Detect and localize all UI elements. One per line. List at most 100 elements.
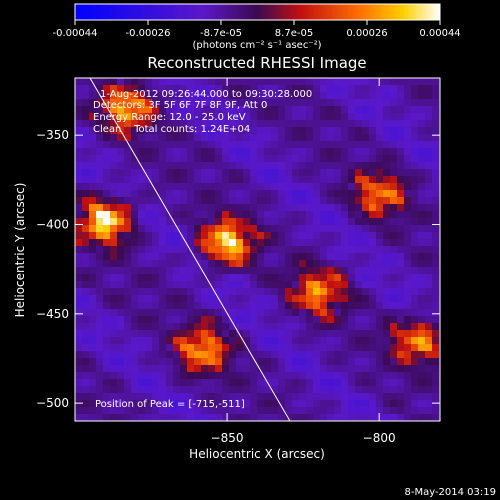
heatmap-cell xyxy=(145,330,152,337)
heatmap-cell xyxy=(131,246,138,253)
heatmap-cell xyxy=(320,316,327,323)
heatmap-cell xyxy=(404,78,411,85)
heatmap-cell xyxy=(397,148,404,155)
heatmap-cell xyxy=(320,225,327,232)
heatmap-cell xyxy=(362,337,369,344)
heatmap-cell xyxy=(369,190,376,197)
heatmap-cell xyxy=(201,281,208,288)
heatmap-cell xyxy=(362,253,369,260)
heatmap-cell xyxy=(404,232,411,239)
heatmap-cell xyxy=(299,204,306,211)
heatmap-cell xyxy=(285,253,292,260)
heatmap-cell xyxy=(257,274,264,281)
heatmap-cell xyxy=(313,204,320,211)
heatmap-cell xyxy=(348,295,355,302)
heatmap-cell xyxy=(278,386,285,393)
heatmap-cell xyxy=(355,267,362,274)
heatmap-cell xyxy=(264,302,271,309)
heatmap-cell xyxy=(201,295,208,302)
heatmap-cell xyxy=(159,379,166,386)
heatmap-cell xyxy=(124,400,131,407)
heatmap-cell xyxy=(159,169,166,176)
heatmap-cell xyxy=(138,393,145,400)
heatmap-cell xyxy=(201,393,208,400)
heatmap-cell xyxy=(334,211,341,218)
heatmap-cell xyxy=(166,99,173,106)
heatmap-cell xyxy=(75,120,82,127)
heatmap-cell xyxy=(138,92,145,99)
heatmap-cell xyxy=(208,197,215,204)
heatmap-cell xyxy=(432,365,439,372)
heatmap-cell xyxy=(201,372,208,379)
heatmap-cell xyxy=(376,169,383,176)
heatmap-cell xyxy=(215,386,222,393)
heatmap-cell xyxy=(229,323,236,330)
heatmap-cell xyxy=(215,358,222,365)
heatmap-cell xyxy=(355,246,362,253)
heatmap-cell xyxy=(369,148,376,155)
heatmap-cell xyxy=(257,141,264,148)
heatmap-cell xyxy=(355,337,362,344)
annotation-total-counts: Clean Total counts: 1.24E+04 xyxy=(93,124,250,135)
heatmap-cell xyxy=(201,337,208,344)
heatmap-cell xyxy=(124,344,131,351)
heatmap-cell xyxy=(173,414,180,421)
heatmap-cell xyxy=(166,260,173,267)
heatmap-cell xyxy=(355,204,362,211)
heatmap-cell xyxy=(313,92,320,99)
heatmap-cell xyxy=(131,218,138,225)
heatmap-cell xyxy=(138,400,145,407)
heatmap-cell xyxy=(334,120,341,127)
heatmap-cell xyxy=(320,162,327,169)
heatmap-cell xyxy=(404,274,411,281)
heatmap-cell xyxy=(173,232,180,239)
heatmap-cell xyxy=(173,127,180,134)
heatmap-cell xyxy=(124,274,131,281)
heatmap-cell xyxy=(236,407,243,414)
heatmap-cell xyxy=(194,393,201,400)
heatmap-cell xyxy=(131,260,138,267)
heatmap-cell xyxy=(222,204,229,211)
heatmap-cell xyxy=(348,358,355,365)
heatmap-cell xyxy=(285,295,292,302)
heatmap-cell xyxy=(257,330,264,337)
heatmap-cell xyxy=(355,281,362,288)
heatmap-cell xyxy=(187,323,194,330)
heatmap-cell xyxy=(75,365,82,372)
heatmap-cell xyxy=(348,407,355,414)
heatmap-cell xyxy=(390,204,397,211)
heatmap-cell xyxy=(348,274,355,281)
heatmap-cell xyxy=(103,267,110,274)
heatmap-cell xyxy=(159,407,166,414)
heatmap-cell xyxy=(145,365,152,372)
heatmap-cell xyxy=(173,344,180,351)
heatmap-cell xyxy=(397,253,404,260)
heatmap-cell xyxy=(82,232,89,239)
heatmap-cell xyxy=(341,141,348,148)
heatmap-cell xyxy=(411,78,418,85)
heatmap-cell xyxy=(257,302,264,309)
heatmap-cell xyxy=(194,183,201,190)
heatmap-cell xyxy=(397,162,404,169)
heatmap-cell xyxy=(82,120,89,127)
heatmap-cell xyxy=(376,267,383,274)
heatmap-cell xyxy=(271,344,278,351)
heatmap-cell xyxy=(376,393,383,400)
heatmap-cell xyxy=(306,379,313,386)
heatmap-cell xyxy=(152,253,159,260)
heatmap-cell xyxy=(397,127,404,134)
heatmap-cell xyxy=(243,176,250,183)
heatmap-cell xyxy=(110,134,117,141)
heatmap-cell xyxy=(215,176,222,183)
heatmap-cell xyxy=(313,120,320,127)
heatmap-cell xyxy=(369,288,376,295)
heatmap-cell xyxy=(173,358,180,365)
heatmap-cell xyxy=(327,372,334,379)
heatmap-cell xyxy=(390,295,397,302)
heatmap-cell xyxy=(166,351,173,358)
heatmap-cell xyxy=(208,358,215,365)
heatmap-cell xyxy=(145,407,152,414)
heatmap-cell xyxy=(404,288,411,295)
heatmap-cell xyxy=(306,99,313,106)
heatmap-cell xyxy=(334,253,341,260)
